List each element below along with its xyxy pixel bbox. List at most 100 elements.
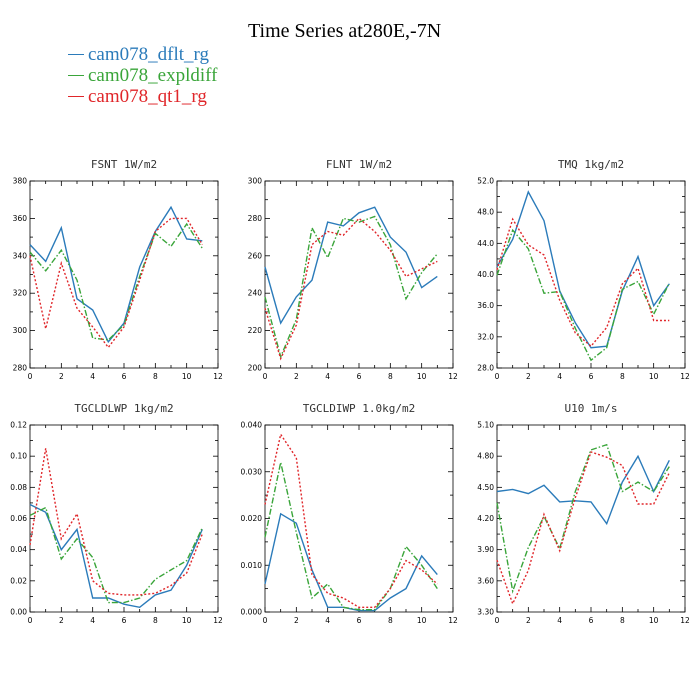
y-tick-label: 4.80 [477, 452, 494, 461]
x-tick-label: 10 [417, 616, 427, 625]
y-tick-label: 220 [248, 326, 263, 335]
y-tick-label: 4.20 [477, 514, 494, 523]
chart-title: TMQ 1kg/m2 [558, 158, 624, 171]
x-tick-label: 6 [357, 616, 362, 625]
chart-panel: TGCLDIWP 1.0kg/m2 0 2 4 6 8 10 12 0.000 0.010 0.02… [241, 402, 458, 625]
legend-label: cam078_expldiff [88, 65, 218, 86]
legend-label: cam078_qt1_rg [88, 86, 207, 107]
legend-entry-qt1: cam078_qt1_rg [68, 86, 217, 107]
plot-frame [496, 180, 686, 369]
series-line-cam078_dflt_rg [496, 454, 670, 526]
y-tick-label: 320 [13, 289, 28, 298]
plot-frame [264, 424, 454, 613]
y-tick-label: 3.60 [477, 576, 494, 585]
x-tick-label: 6 [589, 616, 594, 625]
x-tick-label: 0 [28, 616, 33, 625]
x-tick-label: 2 [526, 616, 531, 625]
x-tick-label: 0 [495, 616, 500, 625]
series-line-cam078_qt1_rg [496, 451, 670, 606]
y-tick-label: 0.020 [241, 514, 263, 523]
x-tick-label: 10 [182, 372, 192, 381]
chart-title: U10 1m/s [565, 402, 618, 415]
series-line-cam078_dflt_rg [264, 512, 438, 612]
x-tick-label: 10 [649, 616, 659, 625]
y-tick-label: 240 [248, 289, 263, 298]
series-line-cam078_expldiff [29, 222, 203, 341]
legend-swatch [68, 74, 84, 77]
legend-entry-expldiff: cam078_expldiff [68, 65, 217, 86]
y-tick-label: 200 [248, 364, 263, 373]
chart-panel: FSNT 1W/m2 0 2 4 6 8 10 12 280 300 320 340 360 380 [13, 158, 223, 381]
chart-title: FLNT 1W/m2 [326, 158, 392, 171]
y-tick-label: 0.000 [241, 608, 263, 617]
x-tick-label: 4 [325, 372, 330, 381]
chart-panel: TMQ 1kg/m2 0 2 4 6 8 10 12 28.0 32.0 36.0 40.0 44.0 4… [477, 158, 690, 381]
y-tick-label: 5.10 [477, 421, 494, 430]
y-tick-label: 340 [13, 251, 28, 260]
x-tick-label: 8 [620, 372, 625, 381]
x-tick-label: 0 [263, 372, 268, 381]
series-line-cam078_dflt_rg [264, 206, 438, 325]
y-tick-label: 0.030 [241, 467, 263, 476]
y-tick-label: 0.02 [10, 576, 27, 585]
y-tick-label: 0.06 [10, 514, 27, 523]
y-tick-label: 3.90 [477, 545, 494, 554]
x-tick-label: 10 [417, 372, 427, 381]
x-tick-label: 0 [263, 616, 268, 625]
y-tick-label: 380 [13, 177, 28, 186]
y-tick-label: 360 [13, 214, 28, 223]
y-tick-label: 280 [248, 214, 263, 223]
y-tick-label: 0.010 [241, 561, 263, 570]
series-line-cam078_dflt_rg [29, 205, 203, 344]
x-tick-label: 6 [122, 616, 127, 625]
series-line-cam078_expldiff [496, 443, 670, 594]
x-tick-label: 4 [557, 616, 562, 625]
chart-panel: TGCLDLWP 1kg/m2 0 2 4 6 8 10 12 0.00 0.02 0.04 0.06… [10, 402, 223, 625]
plot-frame [264, 180, 454, 369]
x-tick-label: 2 [59, 372, 64, 381]
y-tick-label: 0.08 [10, 483, 27, 492]
x-tick-label: 12 [448, 616, 458, 625]
y-tick-label: 3.30 [477, 608, 494, 617]
y-tick-label: 40.0 [477, 270, 494, 279]
y-tick-label: 32.0 [477, 332, 494, 341]
x-tick-label: 12 [448, 372, 458, 381]
chart-title: TGCLDIWP 1.0kg/m2 [303, 402, 416, 415]
chart-title: FSNT 1W/m2 [91, 158, 157, 171]
x-tick-label: 6 [589, 372, 594, 381]
x-tick-label: 12 [680, 616, 690, 625]
x-tick-label: 4 [90, 372, 95, 381]
y-tick-label: 44.0 [477, 239, 494, 248]
chart-title: TGCLDLWP 1kg/m2 [74, 402, 173, 415]
plot-frame [496, 424, 686, 613]
y-tick-label: 0.040 [241, 421, 263, 430]
y-tick-label: 4.50 [477, 483, 494, 492]
y-tick-label: 0.12 [10, 421, 27, 430]
x-tick-label: 10 [182, 616, 192, 625]
series-line-cam078_qt1_rg [29, 217, 203, 349]
y-tick-label: 28.0 [477, 364, 494, 373]
chart-panel: FLNT 1W/m2 0 2 4 6 8 10 12 200 220 240 260 280 300 [248, 158, 458, 381]
y-tick-label: 48.0 [477, 208, 494, 217]
series-line-cam078_qt1_rg [29, 448, 203, 596]
series-line-cam078_expldiff [496, 228, 670, 362]
x-tick-label: 12 [213, 372, 223, 381]
y-tick-label: 0.04 [10, 545, 27, 554]
series-line-cam078_qt1_rg [264, 217, 438, 361]
series-line-cam078_dflt_rg [29, 503, 203, 609]
legend: cam078_dflt_rg cam078_expldiff cam078_qt… [68, 44, 217, 107]
y-tick-label: 0.10 [10, 452, 27, 461]
legend-swatch [68, 53, 84, 56]
x-tick-label: 2 [526, 372, 531, 381]
x-tick-label: 2 [294, 616, 299, 625]
y-tick-label: 36.0 [477, 301, 494, 310]
x-tick-label: 2 [59, 616, 64, 625]
x-tick-label: 6 [357, 372, 362, 381]
y-tick-label: 260 [248, 251, 263, 260]
x-tick-label: 0 [28, 372, 33, 381]
x-tick-label: 2 [294, 372, 299, 381]
x-tick-label: 12 [213, 616, 223, 625]
series-line-cam078_expldiff [29, 506, 203, 604]
x-tick-label: 4 [557, 372, 562, 381]
